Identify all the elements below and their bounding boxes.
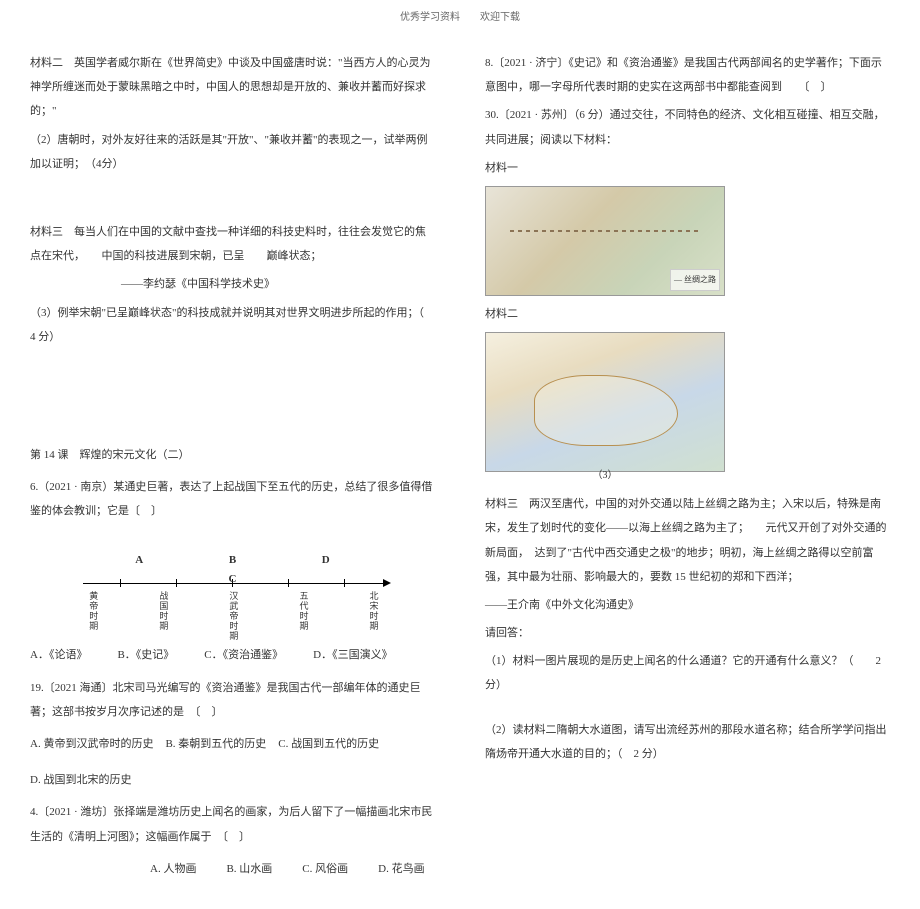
- timeline-label-0: 黄帝时期: [83, 591, 103, 641]
- question-4: 4.〔2021 · 潍坊〕张择端是潍坊历史上闻名的画家，为后人留下了一幅描画北宋…: [30, 800, 435, 848]
- question-8: 8.〔2021 · 济宁〕《史记》和《资治通鉴》是我国古代两部闻名的史学著作；下…: [485, 51, 890, 99]
- timeline-label-4: 北宋时期: [363, 591, 383, 641]
- map-canal: （3）: [485, 332, 725, 472]
- timeline-mark-d: D: [322, 548, 330, 572]
- material-3-text: 材料三 两汉至唐代，中国的对外交通以陆上丝绸之路为主；入宋以后，特殊是南宋，发生…: [485, 492, 890, 589]
- options-19: A. 黄帝到汉武帝时的历史 B. 秦朝到五代的历史 C. 战国到五代的历史 D.…: [30, 732, 435, 792]
- opt-4c: C. 风俗画: [302, 857, 348, 881]
- question-6: 6.（2021 · 南京）某通史巨著，表达了上起战国下至五代的历史，总结了很多值…: [30, 475, 435, 523]
- timeline-label-1: 战国时期: [153, 591, 173, 641]
- opt-6c: C．《资治通鉴》: [204, 643, 283, 667]
- opt-4b: B. 山水画: [226, 857, 272, 881]
- question-2: （2）唐朝时，对外友好往来的活跃是其"开放"、"兼收并蓄"的表现之一，试举两例加…: [30, 128, 435, 176]
- map1-legend: — 丝绸之路: [670, 269, 720, 291]
- opt-19b: B. 秦朝到五代的历史: [165, 732, 266, 756]
- options-6: A．《论语》 B．《史记》 C．《资治通鉴》 D．《三国演义》: [30, 643, 435, 667]
- opt-6a: A．《论语》: [30, 643, 87, 667]
- page-content: 材料二 英国学者威尔斯在《世界简史》中谈及中国盛唐时说："当西方人的心灵为神学所…: [0, 31, 920, 909]
- left-column: 材料二 英国学者威尔斯在《世界简史》中谈及中国盛唐时说："当西方人的心灵为神学所…: [30, 51, 435, 889]
- material-3: 材料三 每当人们在中国的文献中查找一种详细的科技史料时，往往会发觉它的焦点在宋代…: [30, 220, 435, 268]
- opt-19d: D. 战国到北宋的历史: [30, 768, 131, 792]
- citation-3: ——李约瑟《中国科学技术史》: [110, 272, 435, 296]
- question-19: 19.〔2021 海通〕北宋司马光编写的《资治通鉴》是我国古代一部编年体的通史巨…: [30, 676, 435, 724]
- timeline-mark-c: C: [229, 567, 237, 591]
- lesson-title: 第 14 课 辉煌的宋元文化（二）: [30, 443, 435, 467]
- opt-4a: A. 人物画: [150, 857, 196, 881]
- right-column: 8.〔2021 · 济宁〕《史记》和《资治通鉴》是我国古代两部闻名的史学著作；下…: [485, 51, 890, 889]
- opt-6b: B．《史记》: [117, 643, 174, 667]
- opt-4d: D. 花鸟画: [378, 857, 424, 881]
- question-3: （3）例举宋朝"已呈巅峰状态"的科技成就并说明其对世界文明进步所起的作用；（ 4…: [30, 301, 435, 349]
- timeline-diagram: A B D C 黄帝时期 战国时期 汉武帝时期 五代时期 北宋时期: [83, 543, 383, 623]
- material-2: 材料二 英国学者威尔斯在《世界简史》中谈及中国盛唐时说："当西方人的心灵为神学所…: [30, 51, 435, 124]
- material-1-label: 材料一: [485, 156, 890, 180]
- material-2-label: 材料二: [485, 302, 890, 326]
- timeline-label-2: 汉武帝时期: [223, 591, 243, 641]
- opt-19a: A. 黄帝到汉武帝时的历史: [30, 732, 153, 756]
- question-30-head: 30.〔2021 · 苏州〕（6 分）通过交往，不同特色的经济、文化相互碰撞、相…: [485, 103, 890, 151]
- answer-heading: 请回答：: [485, 621, 890, 645]
- page-header: 优秀学习资料 欢迎下载: [0, 0, 920, 31]
- map2-caption: （3）: [593, 465, 618, 487]
- timeline-label-3: 五代时期: [293, 591, 313, 641]
- citation-m3: ——王介南《中外文化沟通史》: [485, 593, 890, 617]
- subquestion-1: （1）材料一图片展现的是历史上闻名的什么通道？它的开通有什么意义？（ 2 分）: [485, 649, 890, 697]
- opt-6d: D．《三国演义》: [313, 643, 392, 667]
- subquestion-2: （2）读材料二隋朝大水道图，请写出流经苏州的那段水道名称；结合所学学问指出隋炀帝…: [485, 718, 890, 766]
- opt-19c: C. 战国到五代的历史: [278, 732, 379, 756]
- timeline-mark-a: A: [135, 548, 143, 572]
- map-silk-road: — 丝绸之路: [485, 186, 725, 296]
- options-4: A. 人物画 B. 山水画 C. 风俗画 D. 花鸟画: [150, 857, 435, 881]
